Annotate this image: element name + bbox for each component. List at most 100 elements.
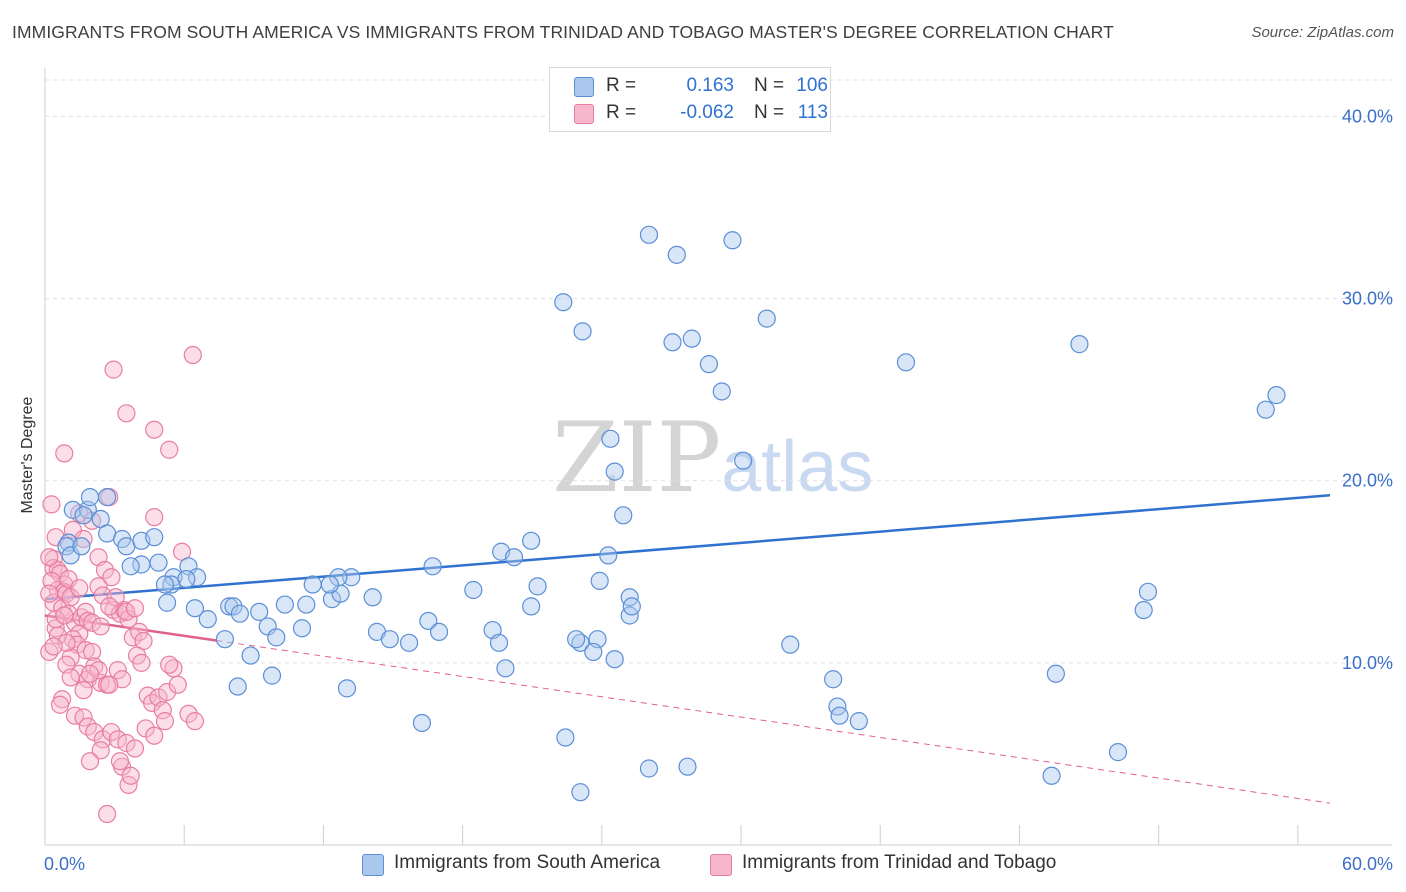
bottom-legend-swatch-blue — [362, 854, 384, 876]
grid-lines — [45, 79, 1392, 664]
data-point-south-america — [605, 650, 624, 669]
series-trinidad-tobago-points — [40, 345, 205, 824]
data-point-south-america — [496, 659, 515, 678]
data-point-trinidad-tobago — [117, 404, 136, 423]
data-point-south-america — [830, 706, 849, 725]
data-point-south-america — [678, 757, 697, 776]
data-point-south-america — [663, 333, 682, 352]
watermark-atlas: atlas — [721, 427, 874, 507]
data-point-south-america — [556, 728, 575, 747]
data-point-trinidad-tobago — [55, 606, 74, 625]
watermark: ZIPatlas — [552, 402, 873, 514]
data-point-south-america — [149, 553, 168, 572]
data-point-south-america — [429, 622, 449, 641]
data-point-trinidad-tobago — [95, 560, 115, 580]
data-point-south-america — [567, 630, 586, 649]
data-point-south-america — [1134, 600, 1153, 620]
data-point-south-america — [1256, 400, 1275, 419]
data-point-trinidad-tobago — [50, 695, 70, 714]
data-point-south-america — [1267, 386, 1286, 405]
data-point-south-america — [1046, 664, 1065, 683]
data-point-south-america — [162, 575, 181, 594]
data-point-trinidad-tobago — [106, 588, 125, 607]
trend-line-trinidad-tobago-dashed — [216, 640, 1331, 804]
data-point-south-america — [1070, 335, 1089, 354]
data-point-south-america — [1108, 743, 1128, 762]
data-point-south-america — [228, 677, 247, 696]
data-point-south-america — [98, 488, 117, 507]
y-tick-label: 20.0% — [1342, 471, 1393, 491]
data-point-south-america — [682, 329, 701, 348]
data-point-south-america — [605, 462, 624, 481]
data-point-south-america — [80, 488, 100, 507]
data-point-south-america — [522, 531, 541, 550]
y-tick-label: 40.0% — [1342, 106, 1393, 126]
data-point-trinidad-tobago — [91, 741, 110, 760]
data-point-trinidad-tobago — [153, 701, 172, 720]
y-tick-label: 10.0% — [1342, 653, 1393, 673]
data-point-trinidad-tobago — [132, 653, 151, 672]
data-point-trinidad-tobago — [160, 440, 179, 459]
data-point-trinidad-tobago — [100, 597, 119, 616]
data-point-south-america — [639, 759, 659, 778]
data-point-trinidad-tobago — [110, 752, 130, 771]
data-point-trinidad-tobago — [80, 664, 100, 683]
data-point-trinidad-tobago — [100, 675, 119, 694]
data-point-south-america — [380, 630, 399, 649]
data-point-south-america — [303, 575, 322, 594]
data-point-south-america — [185, 599, 205, 618]
data-point-trinidad-tobago — [125, 599, 145, 618]
data-point-south-america — [781, 635, 800, 654]
data-point-trinidad-tobago — [130, 622, 149, 641]
data-point-south-america — [342, 568, 361, 587]
bottom-legend-swatch-pink — [710, 854, 732, 876]
data-point-south-america — [504, 548, 524, 567]
data-point-south-america — [250, 602, 269, 621]
legend-n-value: 113 — [797, 102, 828, 123]
data-point-trinidad-tobago — [40, 548, 59, 567]
data-point-south-america — [573, 322, 592, 341]
data-point-south-america — [419, 611, 438, 631]
data-point-south-america — [734, 451, 753, 470]
bottom-legend-label: Immigrants from South America — [394, 852, 661, 873]
data-point-south-america — [220, 597, 239, 616]
data-point-trinidad-tobago — [179, 704, 198, 723]
data-point-south-america — [155, 575, 175, 594]
data-point-south-america — [292, 619, 312, 638]
data-point-trinidad-tobago — [104, 360, 123, 379]
data-point-trinidad-tobago — [70, 579, 89, 598]
data-point-south-america — [198, 610, 217, 629]
data-point-south-america — [363, 588, 382, 607]
axes — [44, 68, 1392, 846]
data-point-south-america — [1138, 582, 1158, 601]
data-point-south-america — [622, 597, 641, 616]
data-point-trinidad-tobago — [74, 529, 93, 549]
legend-r-value: -0.062 — [680, 102, 734, 123]
data-point-south-america — [157, 593, 177, 612]
data-point-trinidad-tobago — [55, 444, 74, 463]
data-point-south-america — [896, 353, 916, 372]
legend-swatch-pink — [574, 104, 594, 124]
tick-labels: 10.0% 20.0% 30.0% 40.0% 0.0% 60.0% — [44, 106, 1393, 874]
data-point-trinidad-tobago — [121, 766, 140, 785]
data-point-south-america — [267, 628, 286, 647]
data-point-south-america — [723, 231, 742, 250]
data-point-trinidad-tobago — [155, 712, 175, 731]
data-point-south-america — [145, 528, 164, 547]
data-point-trinidad-tobago — [168, 675, 187, 694]
legend-n-label: N = — [754, 102, 785, 123]
data-point-south-america — [528, 577, 547, 596]
data-point-trinidad-tobago — [91, 617, 110, 636]
data-point-trinidad-tobago — [61, 668, 80, 687]
legend-r-label: R = — [606, 75, 637, 96]
data-point-trinidad-tobago — [42, 495, 61, 514]
data-point-south-america — [554, 293, 573, 312]
data-point-south-america — [614, 506, 633, 525]
source-label: Source: ZipAtlas.com — [1251, 24, 1394, 41]
y-tick-label: 30.0% — [1342, 289, 1393, 309]
data-point-trinidad-tobago — [46, 619, 65, 638]
x-tick-label: 0.0% — [44, 854, 85, 874]
data-point-south-america — [667, 245, 686, 264]
data-point-south-america — [57, 537, 76, 556]
